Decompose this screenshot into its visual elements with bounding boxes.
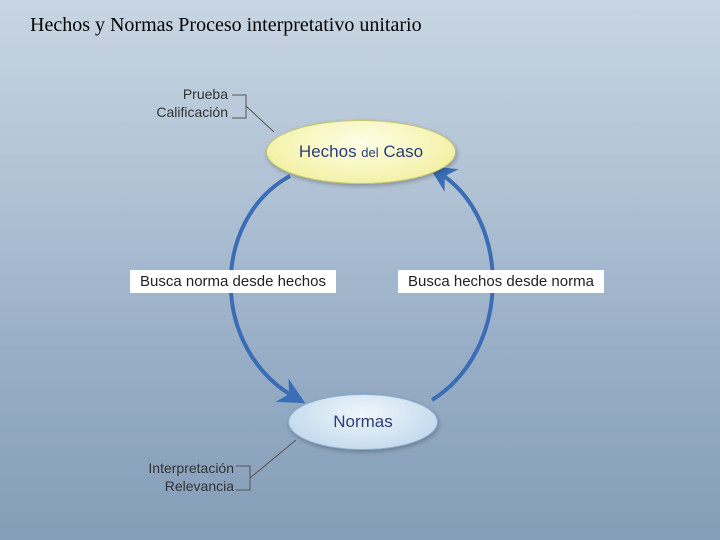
node-top-line1: Hechos [299,142,357,161]
bracket-top [232,95,274,132]
label-right: Busca hechos desde norma [398,270,604,293]
annotation-top-line1: Prueba [144,86,228,104]
annotation-bottom-line1: Interpretación [136,460,234,478]
annotation-top: Prueba Calificación [144,86,228,121]
node-top-label: Hechos del Caso [299,142,423,162]
annotation-bottom: Interpretación Relevancia [136,460,234,495]
bracket-bottom [236,440,296,490]
annotation-top-line2: Calificación [144,104,228,122]
node-top-caso: Caso [383,142,423,161]
node-top-del: del [361,145,378,160]
diagram-svg [0,0,720,540]
node-normas: Normas [288,394,438,450]
node-bottom-label: Normas [333,412,393,432]
annotation-bottom-line2: Relevancia [136,478,234,496]
cycle-diagram: Hechos del Caso Normas Busca norma desde… [0,0,720,540]
label-left: Busca norma desde hechos [130,270,336,293]
node-hechos-del-caso: Hechos del Caso [266,120,456,184]
